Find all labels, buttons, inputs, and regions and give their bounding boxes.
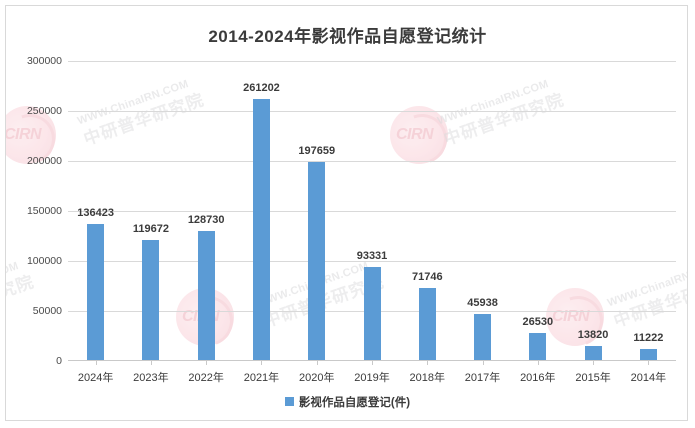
legend-item[interactable]: 影视作品自愿登记(件) xyxy=(284,394,411,410)
bar-value-label: 136423 xyxy=(77,206,114,219)
gridline xyxy=(68,61,676,62)
x-axis-tick-label: 2024年 xyxy=(77,372,114,384)
gridline xyxy=(68,211,676,212)
x-axis-tick xyxy=(427,361,429,365)
bar[interactable] xyxy=(474,314,492,360)
x-axis-tick xyxy=(206,361,208,365)
y-axis-tick-label: 50000 xyxy=(32,304,62,317)
x-axis-tick-label: 2014年 xyxy=(630,372,667,384)
bar[interactable] xyxy=(639,348,657,360)
x-axis-tick-label: 2023年 xyxy=(133,372,169,384)
bar[interactable] xyxy=(308,162,326,360)
bar-value-label: 128730 xyxy=(187,214,225,227)
x-axis-tick-label: 2015年 xyxy=(575,372,611,384)
chart-title: 2014-2024年影视作品自愿登记统计 xyxy=(208,27,487,46)
x-axis-tick xyxy=(482,361,484,365)
bar-value-label: 261202 xyxy=(243,81,280,94)
x-axis-tick-label: 2021年 xyxy=(243,372,280,384)
bar[interactable] xyxy=(418,288,436,360)
x-axis-tick xyxy=(537,361,539,365)
chart-container: CIRN CIRN CIRN CIRN WWW.ChinaIRN.COM 中研普… xyxy=(5,5,688,421)
y-axis-tick-label: 100000 xyxy=(26,254,62,267)
gridline xyxy=(68,261,676,262)
bar[interactable] xyxy=(252,98,270,360)
x-axis-tick xyxy=(648,361,650,365)
x-axis-tick-label: 2022年 xyxy=(188,372,224,384)
y-axis-tick-label: 150000 xyxy=(26,204,62,217)
bar-value-label: 71746 xyxy=(411,271,443,284)
gridline xyxy=(68,111,676,112)
bar[interactable] xyxy=(529,333,547,360)
cirn-logo-text: CIRN xyxy=(5,126,42,143)
bar[interactable] xyxy=(197,231,215,360)
y-axis-tick-label: 200000 xyxy=(26,154,62,167)
bar-value-label: 93331 xyxy=(356,249,388,262)
bar-value-label: 11222 xyxy=(633,331,664,344)
legend-swatch-icon xyxy=(284,397,294,407)
x-axis-tick xyxy=(150,361,152,365)
site-watermark: WWW.ChinaIRN.COM 中研普华研究院 xyxy=(5,257,37,332)
plot-area: 0 50000 100000 150000 200000 250000 300000 136… xyxy=(27,56,676,384)
bar-value-label: 45938 xyxy=(467,297,498,310)
x-axis-tick xyxy=(593,361,595,365)
site-watermark-name: 中研普华研究院 xyxy=(5,272,37,332)
x-axis-tick xyxy=(95,361,97,365)
x-axis-tick xyxy=(316,361,318,365)
x-axis-tick-label: 2017年 xyxy=(464,372,501,384)
legend-label: 影视作品自愿登记(件) xyxy=(298,396,411,409)
x-axis-tick-label: 2016年 xyxy=(520,372,556,384)
chart-legend: 影视作品自愿登记(件) xyxy=(6,393,687,411)
bar[interactable] xyxy=(363,266,381,360)
bar[interactable] xyxy=(142,240,160,360)
bar[interactable] xyxy=(584,346,602,360)
y-axis-tick-label: 300000 xyxy=(26,54,62,67)
x-axis-tick-label: 2018年 xyxy=(409,372,445,384)
x-axis-tick xyxy=(372,361,373,365)
y-axis-tick-label: 0 xyxy=(56,354,62,367)
bar-value-label: 119672 xyxy=(132,223,169,236)
bar[interactable] xyxy=(87,223,105,360)
x-axis-tick xyxy=(261,361,263,365)
x-axis-tick-label: 2020年 xyxy=(298,372,335,384)
bar-value-label: 197659 xyxy=(298,145,336,158)
gridline xyxy=(68,161,676,162)
x-axis-line xyxy=(68,360,676,361)
x-axis-tick-label: 2019年 xyxy=(354,372,390,384)
y-axis-tick-label: 250000 xyxy=(26,104,62,117)
bar-value-label: 26530 xyxy=(522,316,554,329)
